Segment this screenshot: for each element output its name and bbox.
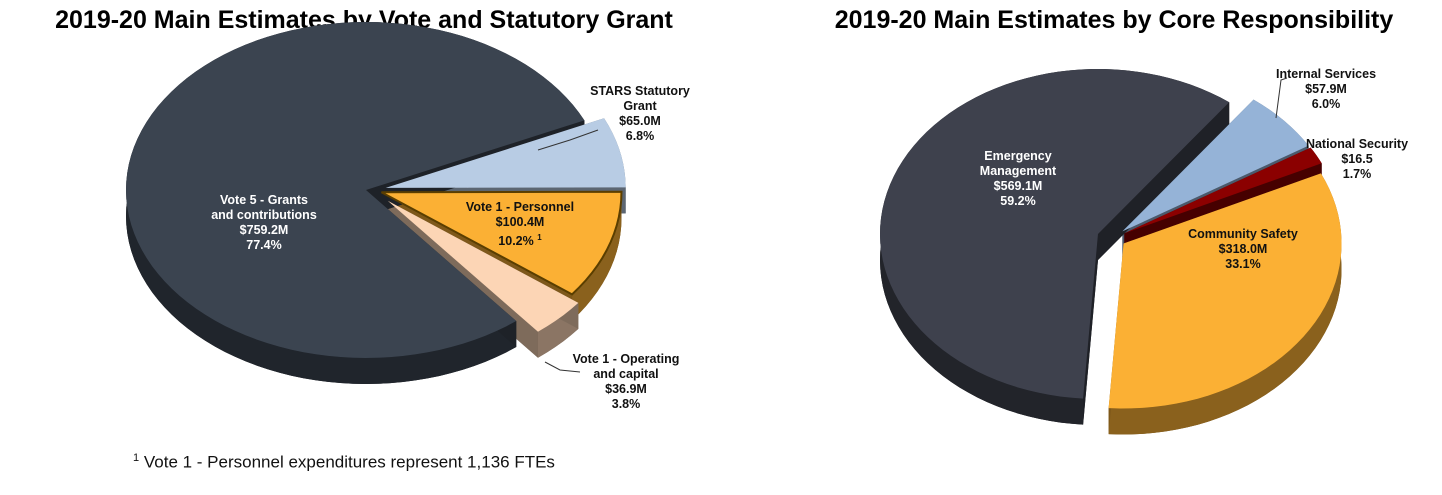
right-chart-title: 2019-20 Main Estimates by Core Responsib… bbox=[834, 6, 1394, 34]
leader-line bbox=[544, 361, 581, 373]
slice-label-emergency-management: Emergency Management $569.1M 59.2% bbox=[979, 149, 1057, 208]
pie-slice-vote-1-operating-and-capital bbox=[387, 200, 579, 332]
pie-slice-emergency-management bbox=[880, 69, 1230, 399]
slice-label-internal-services: Internal Services $57.9M 6.0% bbox=[1275, 67, 1377, 111]
slice-label-community-safety: Community Safety $318.0M 33.1% bbox=[1188, 227, 1298, 271]
slice-label-operating: Vote 1 - Operating and capital $36.9M 3.… bbox=[572, 352, 680, 411]
slice-label-national-security: National Security $16.5 1.7% bbox=[1305, 137, 1409, 181]
slice-label-personnel: Vote 1 - Personnel $100.4M 10.2% 1 bbox=[465, 200, 575, 249]
pie-slice-stars-statutory-grant bbox=[385, 118, 626, 188]
pie-slice-community-safety bbox=[1108, 173, 1342, 409]
pie-slice-edge-emergency-management bbox=[1083, 234, 1098, 425]
footnote: 1 Vote 1 - Personnel expenditures repres… bbox=[133, 452, 555, 472]
slice-label-vote5: Vote 5 - Grants and contributions $759.2… bbox=[211, 193, 317, 252]
pie-slice-edge-emergency-management bbox=[1098, 102, 1230, 260]
slice-label-stars: STARS Statutory Grant $65.0M 6.8% bbox=[590, 84, 690, 143]
pie-slice-vote-5-grants-and-contributions bbox=[126, 22, 585, 358]
leader-line bbox=[537, 129, 599, 151]
pie-slice-national-security bbox=[1124, 147, 1322, 234]
leader-line bbox=[1275, 77, 1288, 119]
pie-slice-vote-1-personnel bbox=[381, 190, 623, 296]
pie-slice-side-community-safety bbox=[1108, 173, 1342, 435]
pie-slice-internal-services bbox=[1122, 99, 1309, 232]
pie-slice-side-vote-1-personnel bbox=[572, 191, 622, 321]
